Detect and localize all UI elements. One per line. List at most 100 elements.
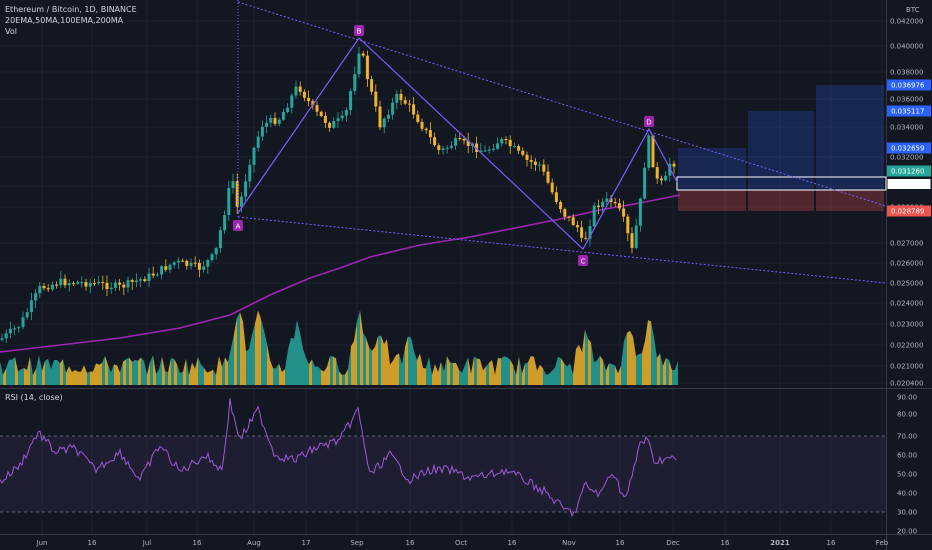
volume-segment: [516, 356, 519, 385]
currency-label: BTC: [906, 6, 920, 14]
volume-segment: [270, 359, 273, 385]
entry-box[interactable]: [676, 176, 887, 191]
candle: [466, 132, 470, 154]
candle: [218, 226, 222, 253]
target-box-1[interactable]: [678, 148, 746, 190]
price-badge: 0.035117: [887, 105, 931, 117]
volume-segment: [552, 367, 555, 385]
stop-box-2[interactable]: [748, 190, 814, 211]
candle: [554, 186, 558, 205]
candle: [239, 192, 243, 213]
volume-segment: [639, 353, 642, 385]
candle: [92, 278, 96, 287]
target-box-3[interactable]: [816, 85, 884, 190]
pattern-label-b[interactable]: B: [354, 25, 364, 36]
candle: [349, 88, 353, 116]
volume-segment: [168, 358, 171, 385]
candle: [643, 162, 647, 200]
volume-segment: [285, 349, 288, 385]
volume-segment: [468, 357, 471, 385]
volume-segment: [381, 335, 384, 385]
volume-segment: [216, 356, 219, 385]
candle: [424, 127, 428, 134]
volume-segment: [162, 356, 165, 385]
volume-segment: [579, 344, 582, 385]
price-badge: 0.032659: [887, 142, 931, 154]
volume-segment: [93, 363, 96, 385]
time-tick-label: Nov: [562, 539, 576, 547]
price-tick-label: 0.023000: [890, 321, 923, 329]
volume-segment: [654, 337, 657, 385]
candle: [340, 110, 344, 122]
moving-average-200-line: [0, 194, 681, 353]
candle: [525, 151, 529, 167]
candle: [176, 257, 180, 269]
time-tick-label: Sep: [350, 539, 364, 547]
volume-segment: [156, 369, 159, 385]
volume-label[interactable]: Vol: [5, 27, 17, 36]
volume-segment: [372, 346, 375, 385]
volume-segment: [651, 321, 654, 385]
volume-segment: [492, 359, 495, 385]
volume-series: [0, 310, 678, 385]
abcd-pattern[interactable]: [237, 37, 678, 250]
volume-segment: [459, 369, 462, 385]
pattern-label-a[interactable]: A: [233, 220, 243, 231]
indicator-list[interactable]: 20EMA,50MA,100EMA,200MA: [5, 16, 124, 25]
volume-segment: [132, 359, 135, 385]
volume-segment: [462, 365, 465, 385]
volume-segment: [237, 312, 240, 385]
candle: [231, 173, 235, 194]
volume-segment: [30, 356, 33, 385]
volume-segment: [477, 358, 480, 385]
volume-segment: [354, 321, 357, 385]
volume-segment: [489, 359, 492, 385]
candle: [336, 112, 340, 128]
volume-segment: [60, 359, 63, 385]
volume-segment: [420, 353, 423, 385]
time-tick-label: Jul: [142, 539, 152, 547]
candle: [227, 180, 231, 221]
stop-box-1[interactable]: [678, 190, 746, 211]
volume-segment: [483, 366, 486, 385]
stop-box-3[interactable]: [816, 190, 884, 211]
candle: [315, 101, 319, 117]
candle: [655, 162, 659, 184]
pattern-label-c[interactable]: C: [578, 255, 588, 266]
symbol-title[interactable]: Ethereum / Bitcoin, 1D, BINANCE: [5, 5, 137, 14]
volume-segment: [588, 338, 591, 385]
volume-segment: [597, 355, 600, 385]
volume-segment: [198, 356, 201, 385]
price-badge: 0.036976: [887, 79, 931, 91]
upper-trendline[interactable]: [237, 1, 887, 207]
time-axis[interactable]: Jun 16 Jul 16 Aug 17 Sep 16 Oct 16 Nov 16 Dec 16 2021 1…: [36, 539, 889, 547]
volume-segment: [282, 369, 285, 385]
candle: [542, 159, 546, 176]
time-tick-label: 17: [302, 539, 311, 547]
volume-segment: [204, 367, 207, 385]
volume-segment: [33, 368, 36, 385]
candle: [584, 231, 588, 241]
rsi-title[interactable]: RSI (14, close): [5, 393, 63, 402]
candle: [269, 114, 273, 128]
volume-segment: [594, 360, 597, 385]
volume-segment: [561, 358, 564, 385]
volume-segment: [246, 349, 249, 385]
candle: [256, 130, 260, 152]
target-box-2[interactable]: [748, 111, 814, 190]
volume-segment: [627, 330, 630, 385]
candle: [13, 325, 17, 336]
volume-segment: [513, 364, 516, 385]
candle: [647, 133, 651, 171]
volume-segment: [423, 367, 426, 385]
rsi-axis[interactable]: 90.00 80.00 70.00 60.00 50.00 40.00 30.00 20.00: [897, 394, 917, 536]
volume-segment: [3, 368, 6, 385]
candle: [210, 252, 214, 263]
candle: [328, 121, 332, 132]
pattern-label-d[interactable]: D: [644, 116, 654, 127]
chart-legend: Ethereum / Bitcoin, 1D, BINANCE 20EMA,50…: [5, 4, 137, 37]
candle: [508, 135, 512, 154]
volume-segment: [129, 357, 132, 385]
lower-trendline[interactable]: [237, 216, 887, 284]
